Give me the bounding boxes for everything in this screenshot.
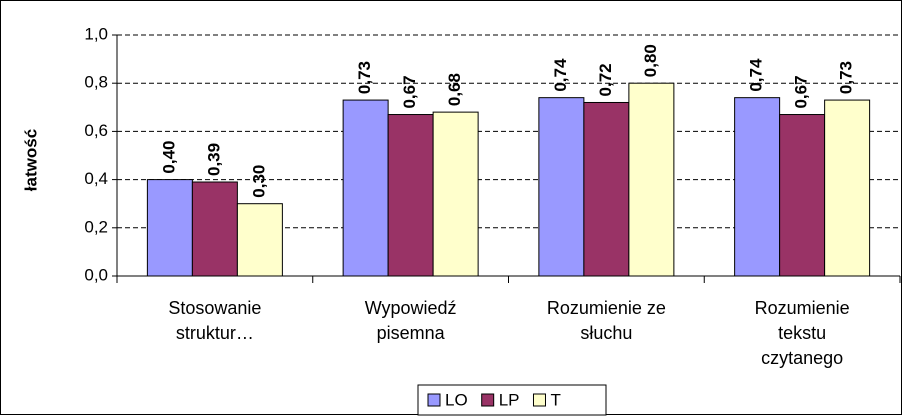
bar [432,111,479,277]
value-label: 0,30 [249,165,268,198]
y-tick-label: 0,0 [84,265,108,284]
value-label: 0,40 [159,141,178,174]
value-label: 0,73 [355,61,374,94]
y-tick-label: 1,0 [84,24,108,43]
value-label: 0,39 [204,143,223,176]
y-axis-label: łatwość [21,129,40,191]
x-tick-label: Rozumienie tekstu czytanego [754,298,850,368]
bar [146,179,193,277]
y-tick-label: 0,8 [84,73,108,92]
bar [191,181,238,277]
x-tick-label: Wypowiedź pisemna [364,298,457,343]
bar [387,114,434,277]
bar [628,82,675,277]
value-label: 0,68 [445,73,464,106]
legend-swatch [532,393,546,407]
y-tick-label: 0,2 [84,217,108,236]
bar [342,99,389,277]
value-label: 0,67 [792,75,811,108]
legend-swatch [427,393,441,407]
legend-label: LP [499,390,520,409]
legend-label: LO [445,390,468,409]
value-label: 0,73 [837,61,856,94]
legend-label: T [550,390,560,409]
value-label: 0,74 [551,58,570,92]
bar [734,97,781,277]
bar [538,97,585,277]
value-label: 0,74 [747,58,766,92]
bar [824,99,871,277]
bar [779,114,826,277]
bar [583,101,630,277]
value-label: 0,72 [596,63,615,96]
value-label: 0,67 [400,75,419,108]
x-tick-label: Stosowanie struktur… [168,298,262,343]
x-tick-label: Rozumienie ze słuchu [546,298,666,343]
bar [236,203,283,277]
legend-swatch [481,393,495,407]
value-label: 0,80 [641,44,660,77]
legend-box [417,384,607,416]
y-tick-label: 0,4 [84,169,108,188]
y-tick-label: 0,6 [84,121,108,140]
